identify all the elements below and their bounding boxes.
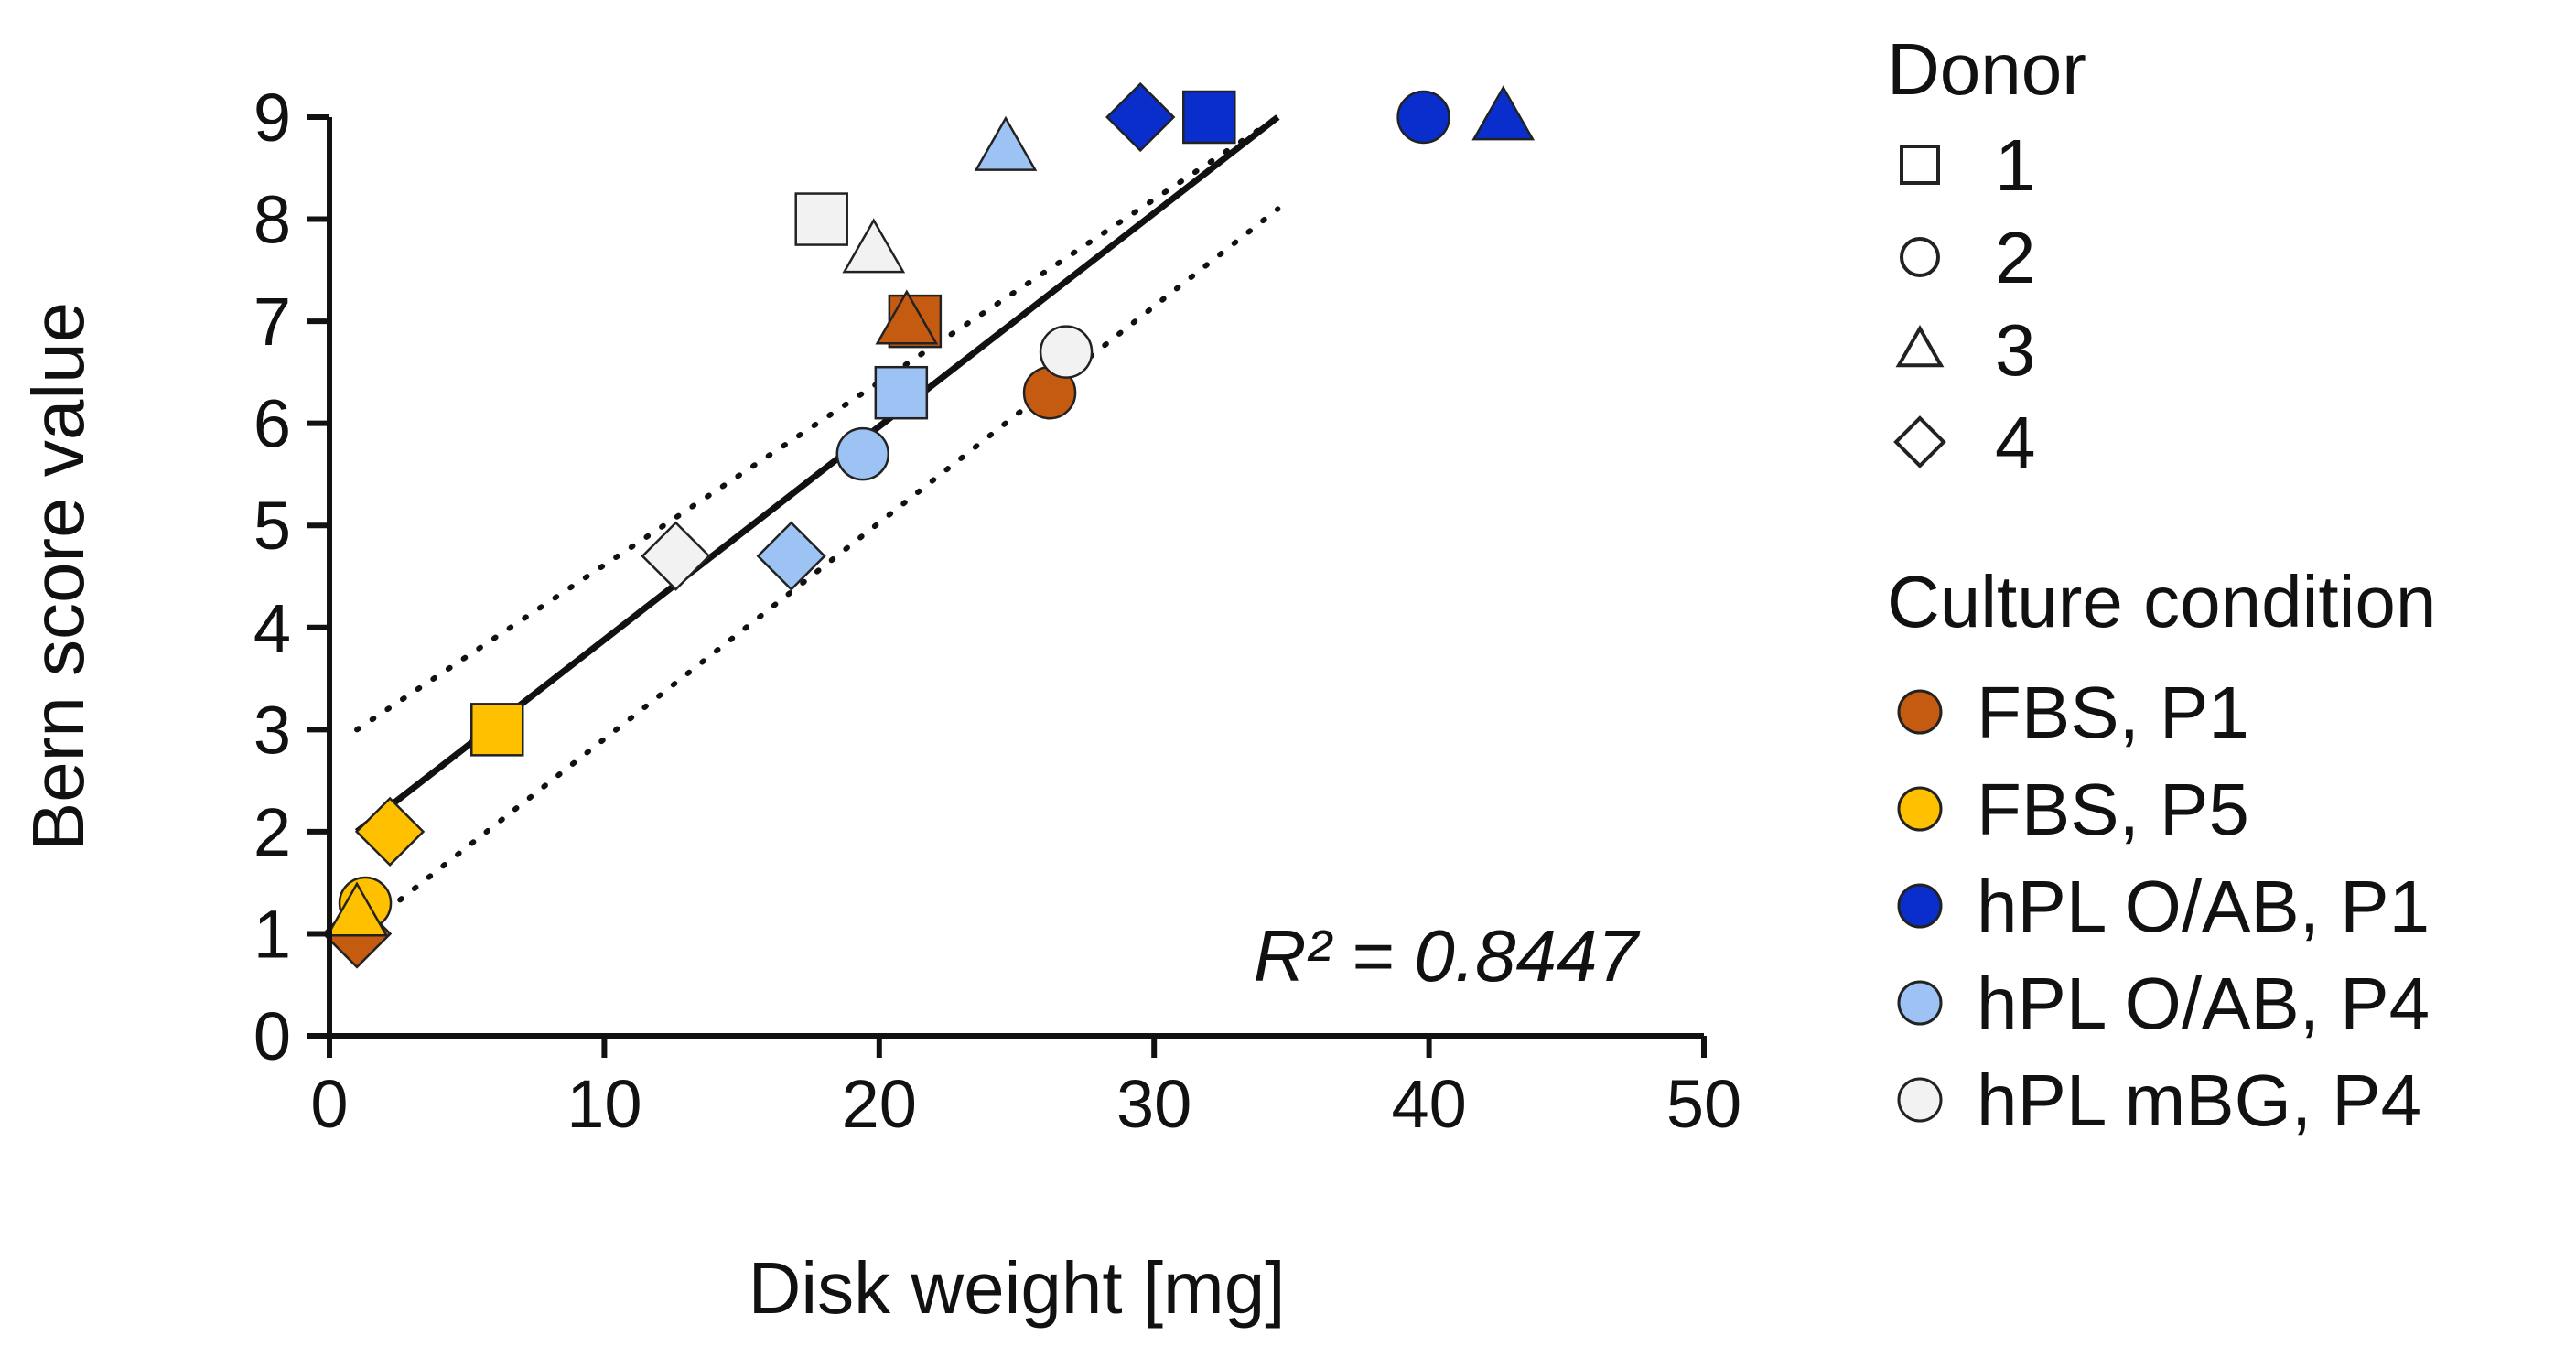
condition-legend-title: Culture condition <box>1887 561 2436 642</box>
data-point <box>794 192 848 246</box>
y-tick-label: 8 <box>253 182 291 258</box>
legend-condition-label: FBS, P5 <box>1977 769 2249 850</box>
legend-condition-marker <box>1897 1077 1943 1123</box>
legend-condition-label: hPL O/AB, P4 <box>1977 963 2430 1044</box>
legend-condition-label: hPL O/AB, P1 <box>1977 866 2430 947</box>
y-tick-label: 0 <box>253 998 291 1074</box>
condition-legend-items: FBS, P1 FBS, P5 hPL O/AB, P1 hPL O/AB, P4 hP… <box>1897 672 2430 1141</box>
y-ticks: 0 1 2 3 4 5 6 7 8 9 <box>253 80 329 1074</box>
legend-donor-marker <box>1895 324 1945 368</box>
plot-area <box>321 81 1536 969</box>
legend-condition-label: hPL mBG, P4 <box>1977 1060 2421 1141</box>
x-ticks: 0 10 20 30 40 50 <box>310 1036 1741 1142</box>
data-points <box>321 81 1536 969</box>
data-point <box>469 703 524 757</box>
y-tick-label: 3 <box>253 692 291 768</box>
data-point <box>325 881 389 937</box>
data-point <box>1182 90 1236 145</box>
r-squared-annotation: R² = 0.8447 <box>1254 915 1641 996</box>
legend-condition-marker <box>1897 689 1943 735</box>
donor-legend-title: Donor <box>1887 28 2086 110</box>
data-point <box>974 115 1038 171</box>
y-tick-label: 5 <box>253 488 291 564</box>
legend-condition-marker <box>1897 786 1943 832</box>
data-point <box>1105 81 1176 153</box>
data-point <box>875 289 939 345</box>
x-tick-label: 50 <box>1666 1066 1741 1142</box>
y-tick-label: 4 <box>253 590 291 666</box>
data-point <box>641 521 711 591</box>
data-point <box>1396 90 1450 145</box>
data-point <box>1471 85 1536 141</box>
legend-donor-label: 3 <box>1995 309 2036 391</box>
legend-donor-label: 2 <box>1995 217 2036 298</box>
legend-donor-label: 4 <box>1995 402 2036 483</box>
y-tick-label: 7 <box>253 284 291 360</box>
y-tick-label: 2 <box>253 794 291 870</box>
donor-legend-items: 1 2 3 4 <box>1893 124 2036 483</box>
legend-donor-label: 1 <box>1995 124 2036 206</box>
y-axis-title: Bern score value <box>17 302 99 851</box>
data-point <box>874 365 929 420</box>
legend-condition-marker <box>1897 883 1943 929</box>
legend-condition-label: FBS, P1 <box>1977 672 2249 753</box>
confidence-band-upper <box>354 114 1281 733</box>
data-point <box>756 521 826 591</box>
x-tick-label: 30 <box>1116 1066 1191 1142</box>
x-tick-label: 0 <box>310 1066 348 1142</box>
x-tick-label: 40 <box>1391 1066 1466 1142</box>
x-axis-title: Disk weight [mg] <box>749 1247 1286 1329</box>
data-point <box>842 218 906 274</box>
y-tick-label: 6 <box>253 386 291 462</box>
data-point <box>835 426 890 481</box>
x-tick-label: 20 <box>842 1066 917 1142</box>
legend-donor-marker <box>1900 145 1940 185</box>
data-point <box>354 796 426 867</box>
x-tick-label: 10 <box>566 1066 641 1142</box>
legend-condition-marker <box>1897 980 1943 1026</box>
y-tick-label: 9 <box>253 80 291 156</box>
legend-donor-marker <box>1900 237 1940 277</box>
y-tick-label: 1 <box>253 896 291 972</box>
legend-donor-marker <box>1893 415 1946 468</box>
data-point <box>1039 325 1094 379</box>
confidence-band-lower <box>354 206 1281 937</box>
